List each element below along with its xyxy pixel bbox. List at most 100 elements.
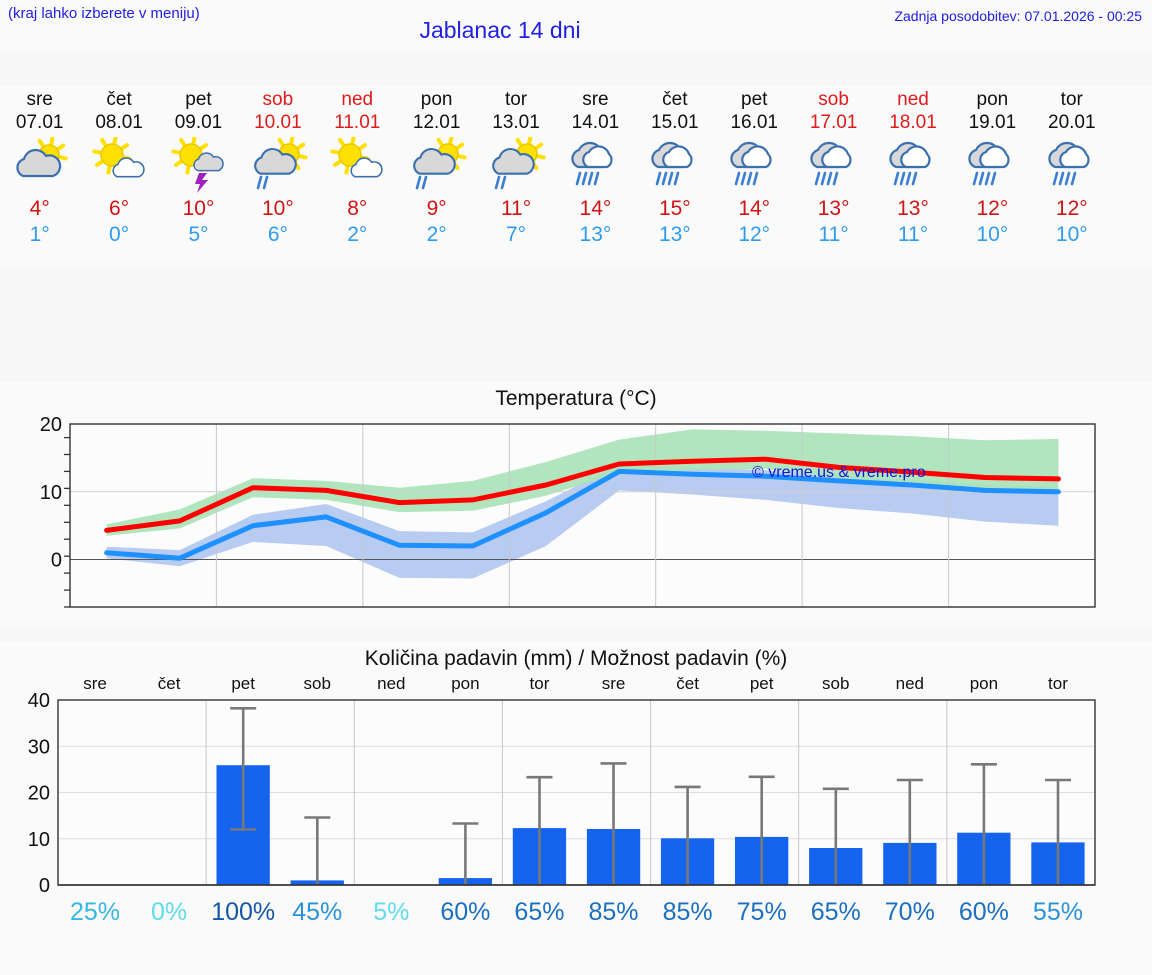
day-column-08-01[interactable]: čet 08.01 6° 0° [79, 86, 158, 268]
day-date: 09.01 [174, 112, 223, 133]
cloud-rain-icon [873, 134, 952, 196]
cloud-sun-rain-icon [238, 134, 317, 196]
max-temperature: 13° [897, 197, 929, 220]
max-temperature: 14° [579, 197, 612, 220]
max-temperature: 15° [658, 197, 691, 220]
precip-probability: 85% [662, 898, 713, 926]
page-header: (kraj lahko izberete v meniju) Jablanac … [0, 0, 1152, 52]
max-temperature: 6° [109, 197, 130, 220]
min-temperature: 0° [109, 223, 130, 246]
day-date: 12.01 [412, 112, 461, 133]
precip-day-label: sre [601, 674, 626, 693]
cloud-rain-icon [556, 134, 635, 196]
day-date: 11.01 [334, 112, 381, 133]
precip-day-label: ned [377, 674, 406, 693]
day-date: 16.01 [730, 112, 778, 133]
min-temperature: 11° [897, 223, 929, 246]
precip-probability: 0% [151, 898, 188, 926]
precip-probability: 75% [736, 898, 787, 926]
precip-probability: 5% [373, 898, 410, 926]
max-temperature: 9° [426, 197, 447, 220]
day-column-09-01[interactable]: pet 09.01 10° 5° [159, 86, 238, 268]
sun-cloud-icon [318, 134, 397, 196]
svg-text:40: 40 [28, 690, 50, 712]
min-temperature: 7° [506, 223, 527, 246]
svg-text:20: 20 [40, 414, 62, 436]
day-of-week: čet [106, 89, 132, 110]
day-of-week: ned [341, 89, 374, 110]
precip-probability: 70% [884, 898, 935, 926]
temperature-chart: 0 10 20 [40, 414, 1096, 608]
day-of-week: sre [582, 89, 609, 110]
day-column-17-01[interactable]: sob 17.01 13° 11° [794, 86, 873, 268]
cloud-sun-rain-icon [397, 134, 476, 196]
temperature-chart-panel: Temperatura (°C) 0 10 20 [0, 382, 1152, 627]
day-date: 19.01 [968, 112, 1017, 133]
min-temperature: 5° [188, 223, 209, 246]
precip-probability: 85% [588, 898, 639, 926]
max-temperature: 4° [29, 197, 50, 220]
page-title: Jablanac 14 dni [419, 17, 581, 43]
day-of-week: pon [976, 89, 1009, 110]
precipitation-chart: 0 10 20 30 40 [28, 690, 1096, 897]
day-column-12-01[interactable]: pon 12.01 9° 2° [397, 86, 476, 268]
sun-cloud-icon [79, 134, 158, 196]
day-column-18-01[interactable]: ned 18.01 13° 11° [873, 86, 952, 268]
day-column-07-01[interactable]: sre 07.01 4° 1° [0, 86, 79, 268]
precip-day-label: sre [83, 674, 107, 693]
max-temperature: 10° [261, 197, 294, 220]
max-temperature: 12° [976, 197, 1009, 220]
day-of-week: tor [504, 89, 528, 110]
min-temperature: 2° [426, 223, 447, 246]
day-column-11-01[interactable]: ned 11.01 8° 2° [318, 86, 397, 268]
day-of-week: pon [420, 89, 453, 110]
copyright-watermark: © vreme.us & vreme.pro [752, 464, 926, 481]
day-of-week: pet [741, 89, 768, 110]
precip-probability: 25% [70, 898, 121, 926]
day-column-19-01[interactable]: pon 19.01 12° 10° [953, 86, 1032, 268]
day-date: 17.01 [809, 112, 858, 133]
day-of-week: sre [26, 89, 53, 110]
max-temperature: 8° [347, 197, 368, 220]
day-of-week: tor [1060, 89, 1083, 110]
menu-hint: (kraj lahko izberete v meniju) [8, 5, 200, 22]
precip-day-label: čet [157, 674, 181, 693]
max-temperature: 13° [817, 197, 850, 220]
day-column-14-01[interactable]: sre 14.01 14° 13° [556, 86, 635, 268]
precip-day-label: ned [895, 674, 924, 693]
svg-text:0: 0 [51, 550, 62, 572]
day-column-10-01[interactable]: sob 10.01 10° 6° [238, 86, 317, 268]
precip-probability: 65% [810, 898, 861, 926]
precip-day-label: pon [451, 674, 480, 693]
max-temperature: 14° [738, 197, 771, 220]
day-of-week: pet [185, 89, 212, 110]
day-column-16-01[interactable]: pet 16.01 14° 12° [715, 86, 794, 268]
precip-probability: 100% [211, 898, 276, 926]
precip-probability: 45% [292, 898, 343, 926]
day-date: 08.01 [95, 112, 143, 133]
day-date: 13.01 [492, 112, 540, 133]
cloud-rain-icon [635, 134, 714, 196]
min-temperature: 1° [29, 223, 50, 246]
day-date: 14.01 [571, 112, 620, 133]
day-date: 18.01 [889, 112, 937, 133]
day-of-week: sob [818, 89, 849, 110]
day-of-week: čet [662, 89, 688, 110]
precip-day-label: pet [749, 674, 774, 693]
svg-text:10: 10 [40, 482, 62, 504]
day-date: 15.01 [651, 112, 699, 133]
precipitation-chart-panel: Količina padavin (mm) / Možnost padavin … [0, 642, 1152, 975]
svg-text:30: 30 [28, 736, 50, 758]
day-column-13-01[interactable]: tor 13.01 11° 7° [476, 86, 555, 268]
day-column-15-01[interactable]: čet 15.01 15° 13° [635, 86, 714, 268]
precip-probability: 65% [514, 898, 565, 926]
precip-day-label: sob [822, 674, 850, 693]
day-column-20-01[interactable]: tor 20.01 12° 10° [1032, 86, 1111, 268]
min-temperature: 12° [738, 223, 771, 246]
cloud-sun-icon [0, 134, 79, 196]
min-temperature: 6° [267, 223, 288, 246]
min-temperature: 11° [818, 223, 849, 246]
max-temperature: 10° [182, 197, 215, 220]
day-date: 10.01 [254, 112, 302, 133]
min-temperature: 2° [347, 223, 368, 246]
